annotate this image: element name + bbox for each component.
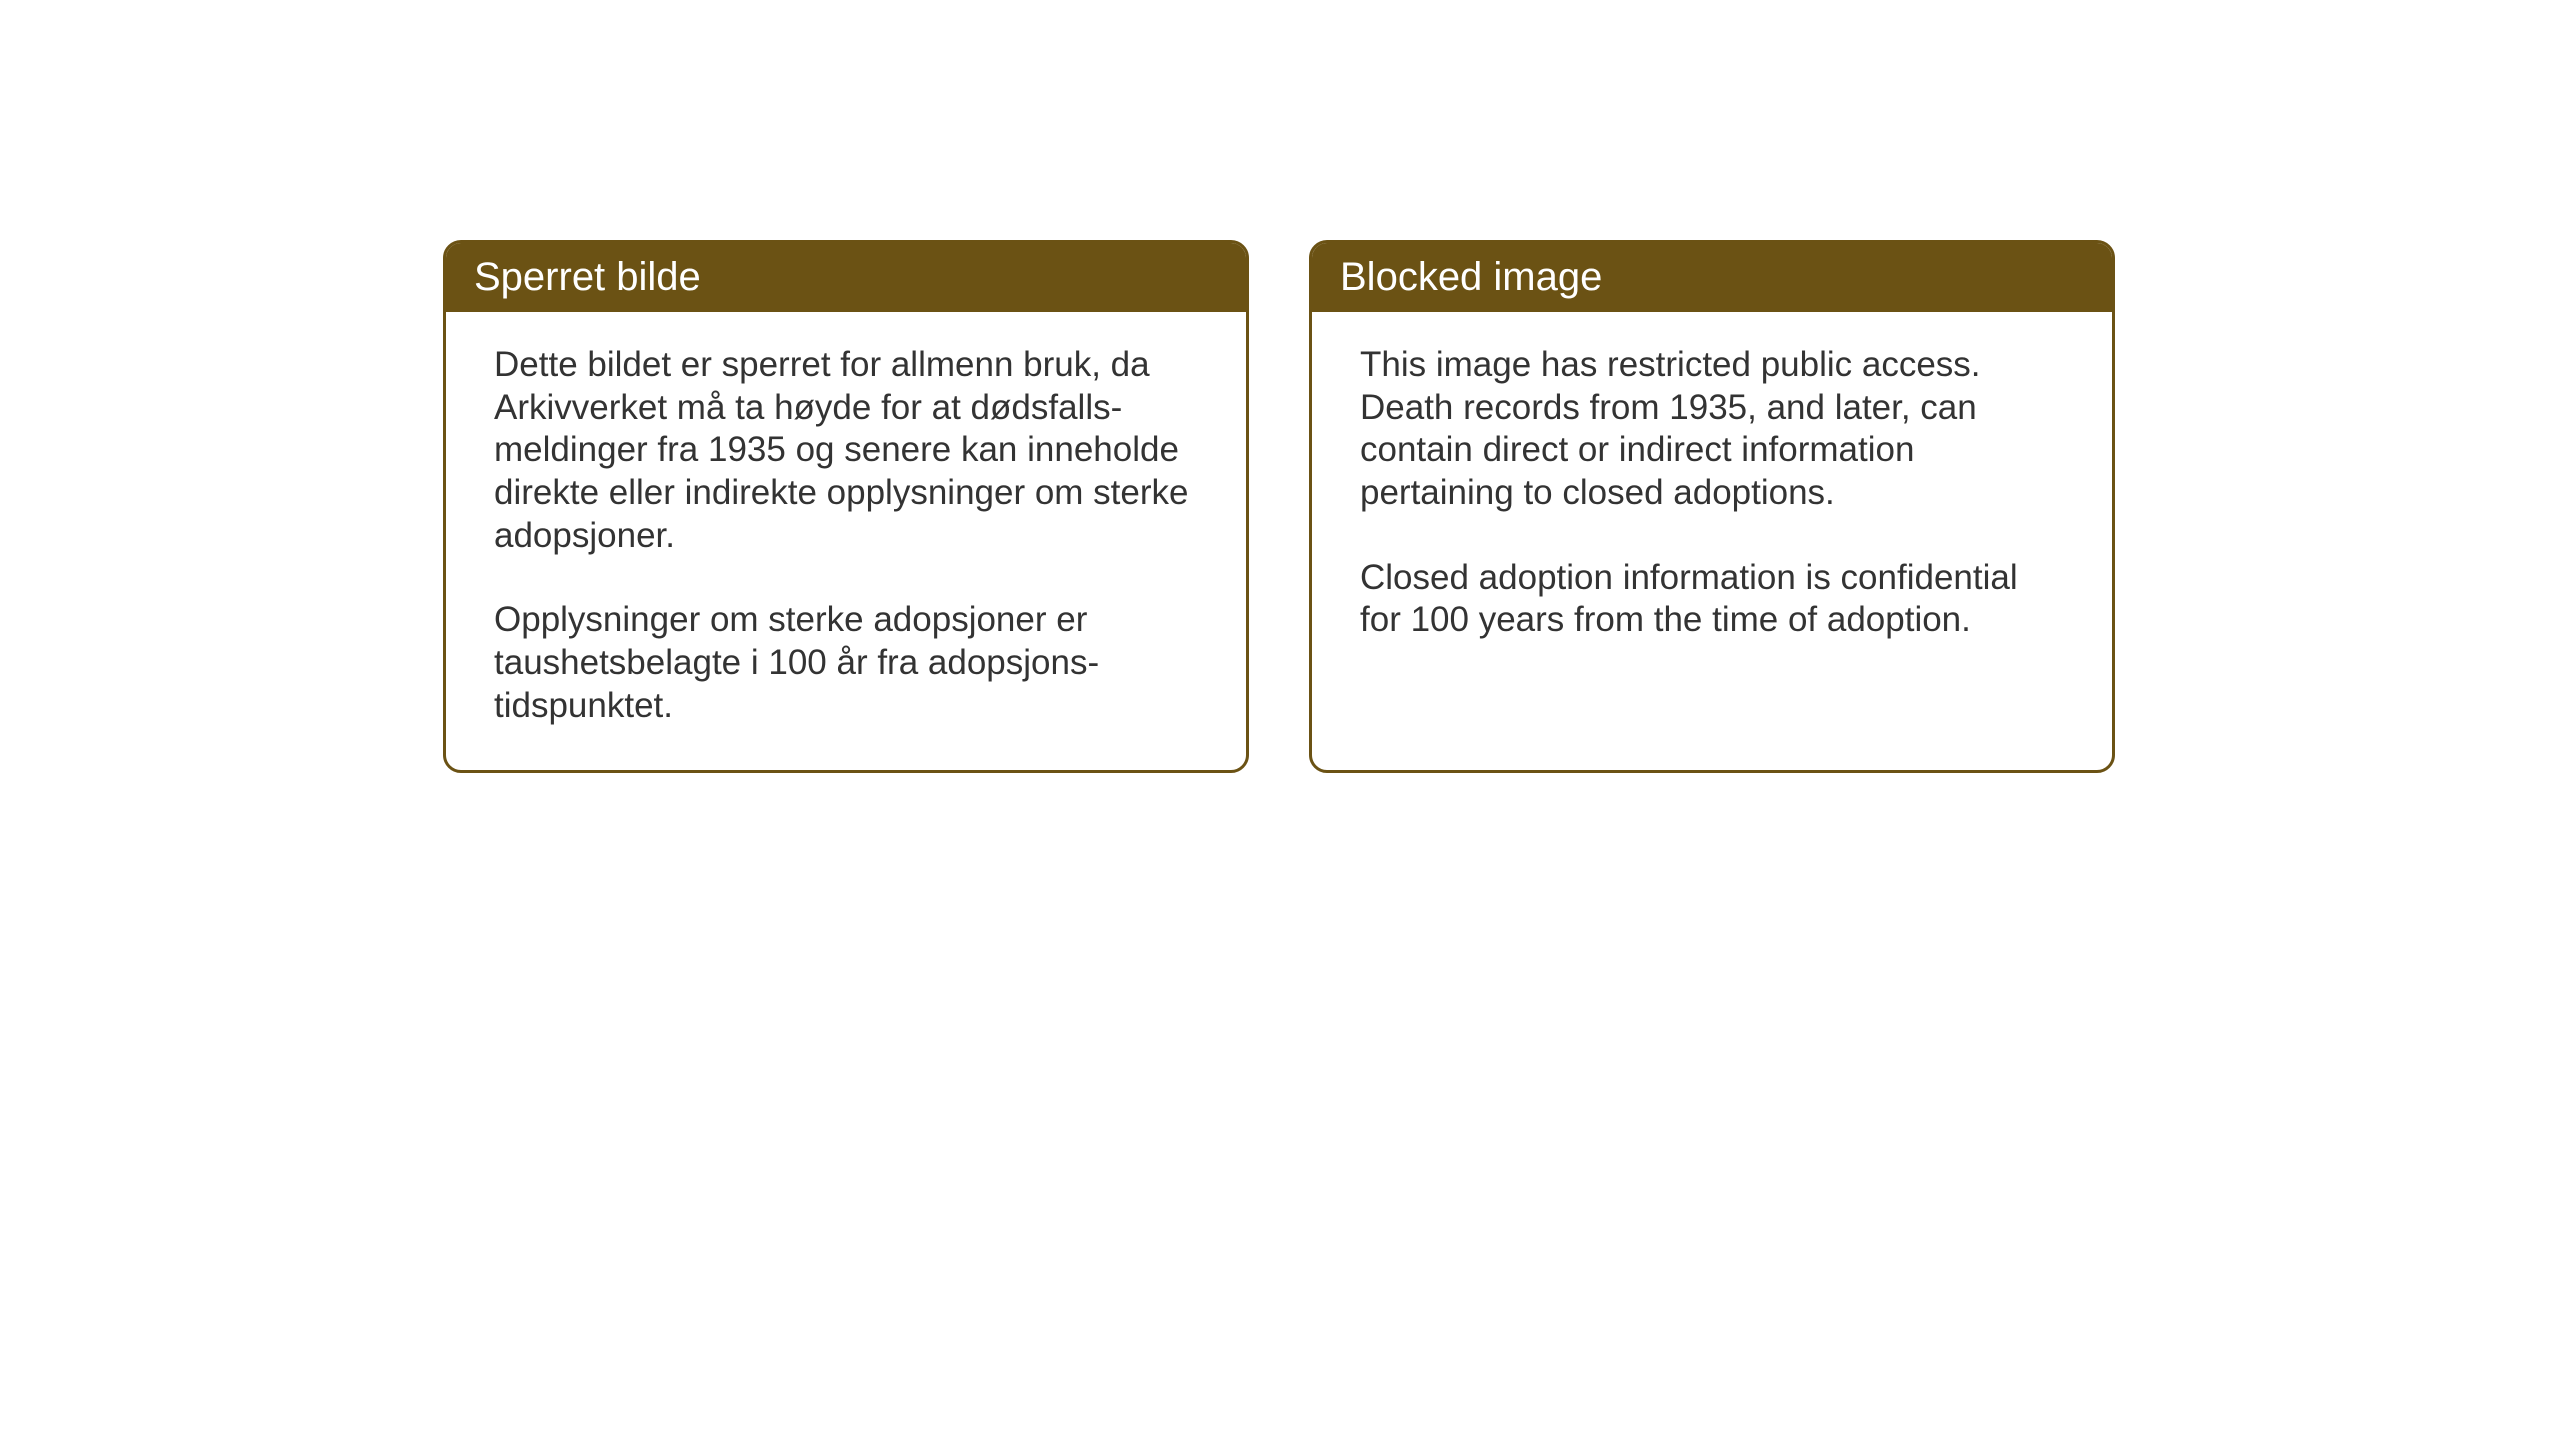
card-header-english: Blocked image — [1312, 243, 2112, 312]
card-body-english: This image has restricted public access.… — [1312, 312, 2112, 684]
card-paragraph: This image has restricted public access.… — [1360, 344, 2064, 515]
notice-card-norwegian: Sperret bilde Dette bildet er sperret fo… — [443, 240, 1249, 773]
card-paragraph: Opplysninger om sterke adopsjoner er tau… — [494, 599, 1198, 727]
notice-card-english: Blocked image This image has restricted … — [1309, 240, 2115, 773]
card-body-norwegian: Dette bildet er sperret for allmenn bruk… — [446, 312, 1246, 770]
card-paragraph: Closed adoption information is confident… — [1360, 557, 2064, 642]
card-title: Blocked image — [1340, 255, 1602, 299]
card-paragraph: Dette bildet er sperret for allmenn bruk… — [494, 344, 1198, 557]
card-header-norwegian: Sperret bilde — [446, 243, 1246, 312]
notice-container: Sperret bilde Dette bildet er sperret fo… — [443, 240, 2115, 773]
card-title: Sperret bilde — [474, 255, 701, 299]
